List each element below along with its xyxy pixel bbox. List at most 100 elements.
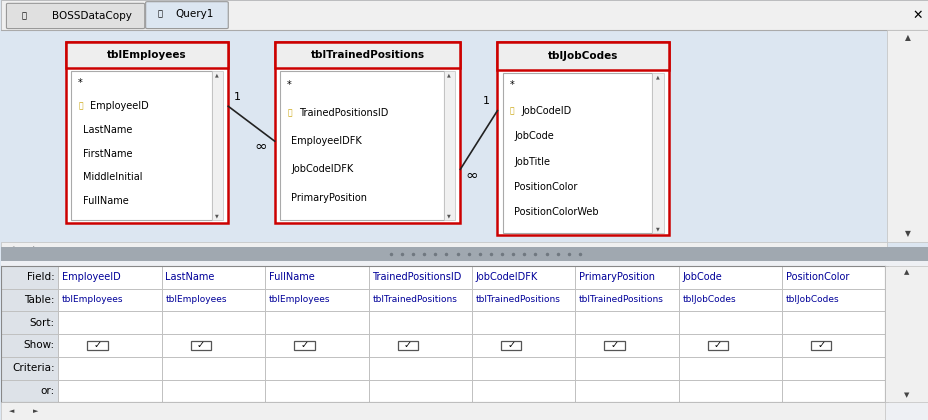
Text: ▼: ▼ [215, 213, 219, 218]
Text: 🔑: 🔑 [287, 108, 291, 118]
Bar [280, 71, 443, 220]
Text: ∞: ∞ [465, 168, 477, 183]
Text: ◄: ◄ [9, 408, 15, 414]
Text: EmployeeID: EmployeeID [90, 101, 148, 111]
Text: ▼: ▼ [446, 213, 451, 218]
Text: FirstName: FirstName [83, 149, 132, 159]
Text: 🗂: 🗂 [21, 11, 27, 21]
Bar [496, 42, 668, 235]
Text: ✓: ✓ [404, 341, 411, 350]
Text: ✓: ✓ [817, 341, 824, 350]
Text: JobTitle: JobTitle [513, 157, 549, 166]
Text: *: * [509, 80, 514, 90]
Bar [294, 341, 315, 350]
Text: MiddleInitial: MiddleInitial [83, 172, 142, 182]
Text: PrimaryPosition: PrimaryPosition [291, 192, 367, 202]
Text: FullName: FullName [268, 272, 315, 282]
Text: ▲: ▲ [446, 72, 451, 77]
Text: PrimaryPosition: PrimaryPosition [578, 272, 654, 282]
Bar [884, 266, 928, 402]
Text: Table:: Table: [24, 295, 55, 305]
Text: LastName: LastName [83, 125, 132, 135]
Bar [58, 266, 884, 402]
Text: tblTrainedPositions: tblTrainedPositions [475, 296, 560, 304]
Bar [1, 241, 886, 254]
Text: 🔑: 🔑 [509, 106, 514, 115]
Text: 🗂: 🗂 [158, 10, 162, 19]
Text: tblTrainedPositions: tblTrainedPositions [372, 296, 457, 304]
Text: ✓: ✓ [300, 341, 308, 350]
Bar [66, 42, 228, 223]
Text: PositionColorWeb: PositionColorWeb [513, 207, 599, 217]
Bar [397, 341, 418, 350]
Text: ►: ► [33, 408, 39, 414]
Text: or:: or: [41, 386, 55, 396]
Text: ▲: ▲ [903, 270, 909, 276]
Text: ▲: ▲ [215, 72, 219, 77]
Bar [500, 341, 521, 350]
Text: tblEmployees: tblEmployees [165, 296, 226, 304]
Text: Query1: Query1 [175, 9, 213, 19]
Text: tblJobCodes: tblJobCodes [681, 296, 735, 304]
Bar [496, 42, 668, 70]
Text: 1: 1 [483, 97, 489, 106]
Text: PositionColor: PositionColor [785, 272, 848, 282]
Text: ◄: ◄ [9, 245, 15, 251]
Text: ✕: ✕ [911, 9, 922, 21]
Text: ▼: ▼ [904, 229, 909, 239]
Bar [1, 30, 928, 254]
Bar [1, 247, 928, 261]
Bar [443, 71, 454, 220]
Text: tblEmployees: tblEmployees [268, 296, 330, 304]
Text: tblJobCodes: tblJobCodes [548, 51, 618, 61]
Text: Criteria:: Criteria: [12, 363, 55, 373]
Text: 🔑: 🔑 [78, 102, 83, 111]
Text: ✓: ✓ [507, 341, 515, 350]
Text: EmployeeIDFK: EmployeeIDFK [291, 136, 362, 146]
Text: TrainedPositionsID: TrainedPositionsID [372, 272, 461, 282]
Text: *: * [78, 78, 83, 87]
Text: ✓: ✓ [94, 341, 102, 350]
Text: tblTrainedPositions: tblTrainedPositions [578, 296, 664, 304]
Bar [212, 71, 223, 220]
Text: Show:: Show: [23, 341, 55, 350]
Bar [1, 0, 928, 30]
Bar [1, 261, 928, 420]
Text: PositionColor: PositionColor [513, 182, 577, 192]
Text: ▼: ▼ [903, 393, 909, 399]
FancyBboxPatch shape [6, 3, 145, 29]
Text: *: * [287, 80, 291, 90]
Bar [886, 30, 928, 242]
Bar [604, 341, 625, 350]
Bar [87, 341, 108, 350]
Text: ∞: ∞ [254, 139, 267, 154]
Text: ✓: ✓ [713, 341, 721, 350]
Text: EmployeeID: EmployeeID [62, 272, 121, 282]
Text: FullName: FullName [83, 196, 128, 206]
Text: JobCode: JobCode [681, 272, 721, 282]
Text: 1: 1 [234, 92, 240, 102]
Text: TrainedPositionsID: TrainedPositionsID [299, 108, 388, 118]
Text: JobCodeIDFK: JobCodeIDFK [475, 272, 537, 282]
Bar [275, 42, 459, 68]
Bar [707, 341, 728, 350]
Text: ▲: ▲ [904, 33, 909, 42]
Text: BOSSDataCopy: BOSSDataCopy [52, 11, 132, 21]
Text: tblEmployees: tblEmployees [107, 50, 187, 60]
Text: ►: ► [33, 245, 39, 251]
Bar [66, 42, 228, 68]
Text: JobCodeID: JobCodeID [521, 106, 571, 116]
Text: Field:: Field: [27, 272, 55, 282]
Text: ✓: ✓ [610, 341, 618, 350]
Text: JobCodeIDFK: JobCodeIDFK [291, 164, 354, 174]
Text: ▼: ▼ [655, 226, 659, 231]
Text: tblJobCodes: tblJobCodes [785, 296, 838, 304]
Text: ✓: ✓ [197, 341, 205, 350]
Text: Sort:: Sort: [30, 318, 55, 328]
Text: JobCode: JobCode [513, 131, 553, 141]
Text: tblEmployees: tblEmployees [62, 296, 123, 304]
Text: tblTrainedPositions: tblTrainedPositions [310, 50, 424, 60]
Text: ▲: ▲ [655, 74, 659, 79]
FancyBboxPatch shape [146, 2, 228, 29]
Text: LastName: LastName [165, 272, 214, 282]
